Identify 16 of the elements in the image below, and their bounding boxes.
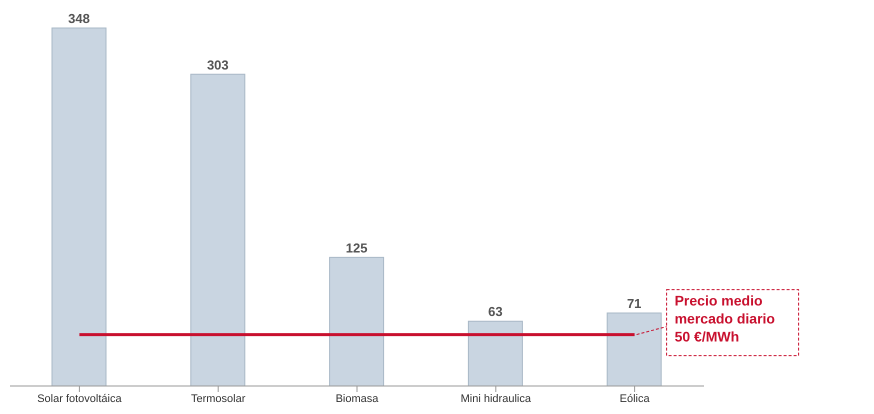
x-tick-label: Eólica: [620, 392, 650, 405]
bar: [468, 320, 523, 386]
data-label: 63: [488, 304, 503, 320]
data-label: 303: [206, 57, 229, 72]
x-tick-label: Termosolar: [190, 392, 246, 405]
ref-line-label: Precio medio mercado diario 50 €/MWh: [674, 292, 775, 345]
bar: [606, 312, 662, 386]
x-tick-label: Solar fotovoltáica: [37, 392, 122, 405]
data-label: 71: [626, 296, 642, 311]
bar: [190, 74, 246, 386]
data-label: 125: [346, 240, 368, 256]
x-tick-label: Mini hidraulica: [460, 392, 532, 405]
x-tick-label: Biomasa: [336, 392, 380, 405]
data-label: 348: [68, 11, 90, 26]
bar: [52, 28, 106, 386]
bar: [329, 256, 384, 386]
